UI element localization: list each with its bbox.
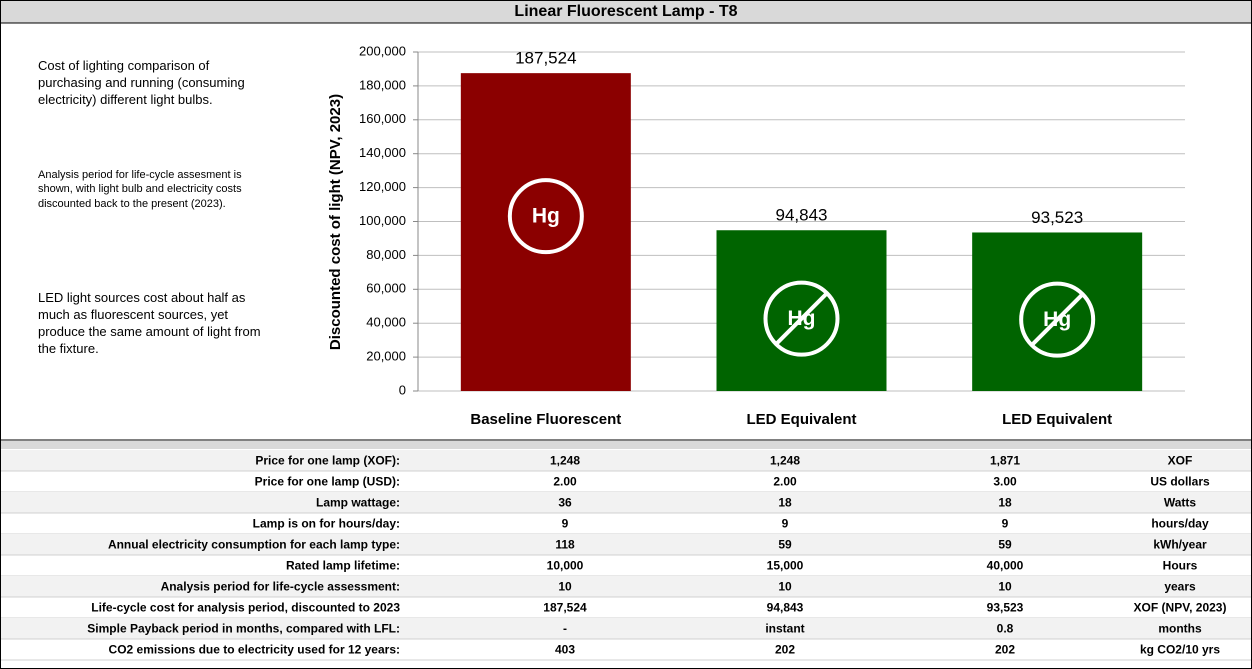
cell-value: 15,000	[767, 559, 804, 573]
value-label: 187,524	[515, 49, 576, 68]
hg-cross	[775, 292, 828, 346]
value-label: 93,523	[1031, 208, 1083, 227]
row-unit: months	[1158, 622, 1202, 636]
hg-icon	[763, 280, 840, 357]
cell-value: 9	[1002, 517, 1009, 531]
page-title: Linear Fluorescent Lamp - T8	[514, 3, 737, 20]
row-label: Simple Payback period in months, compare…	[87, 622, 400, 636]
cell-value: 9	[782, 517, 789, 531]
bar	[460, 73, 631, 391]
row-label: Price for one lamp (USD):	[255, 475, 400, 489]
row-unit: Watts	[1164, 496, 1197, 510]
cell-value: 10	[778, 580, 792, 594]
row-label: Price for one lamp (XOF):	[255, 454, 400, 468]
y-tick-label: 40,000	[366, 315, 406, 330]
hg-icon	[507, 178, 584, 255]
y-tick-label: 0	[399, 382, 406, 397]
cell-value: instant	[765, 622, 804, 636]
cell-value: 202	[995, 643, 1015, 657]
cell-value: 2.00	[553, 475, 577, 489]
table-header-band	[1, 441, 1251, 449]
cell-value: 10	[558, 580, 572, 594]
row-unit: kg CO2/10 yrs	[1140, 643, 1220, 657]
row-unit: kWh/year	[1153, 538, 1207, 552]
cell-value: 403	[555, 643, 575, 657]
hg-cross	[1030, 293, 1084, 347]
y-tick-label: 100,000	[359, 213, 406, 228]
cell-value: 2.00	[773, 475, 797, 489]
description: Cost of lighting comparison of purchasin…	[38, 58, 245, 107]
y-tick-label: 160,000	[359, 111, 406, 126]
cell-value: 1,248	[770, 454, 800, 468]
y-tick-label: 120,000	[359, 179, 406, 194]
row-unit: US dollars	[1150, 475, 1210, 489]
cell-value: 118	[555, 538, 575, 552]
cell-value: -	[563, 622, 567, 636]
cell-value: 0.8	[997, 622, 1014, 636]
bar	[716, 230, 887, 391]
cell-value: 3.00	[993, 475, 1017, 489]
cell-value: 1,871	[990, 454, 1020, 468]
hg-label: Hg	[532, 205, 560, 228]
row-unit: years	[1164, 580, 1196, 594]
table-row-band	[1, 576, 1251, 597]
row-label: Annual electricity consumption for each …	[108, 538, 400, 552]
y-tick-label: 60,000	[366, 281, 406, 296]
description: LED light sources cost about half as muc…	[38, 290, 261, 356]
row-unit: XOF (NPV, 2023)	[1134, 601, 1227, 615]
cell-value: 40,000	[987, 559, 1024, 573]
row-label: CO2 emissions due to electricity used fo…	[109, 643, 400, 657]
table-row-band	[1, 534, 1251, 555]
y-tick-label: 200,000	[359, 43, 406, 58]
cell-value: 18	[998, 496, 1012, 510]
table-row-band	[1, 450, 1251, 471]
title-bar	[1, 1, 1251, 23]
row-label: Lamp wattage:	[316, 496, 400, 510]
row-label: Life-cycle cost for analysis period, dis…	[91, 601, 400, 615]
cell-value: 36	[558, 496, 572, 510]
description: Analysis period for life-cycle assesment…	[38, 169, 242, 210]
table-row-band	[1, 492, 1251, 513]
row-unit: XOF	[1168, 454, 1193, 468]
cell-value: 202	[775, 643, 795, 657]
row-label: Analysis period for life-cycle assessmen…	[161, 580, 400, 594]
cell-value: 59	[998, 538, 1012, 552]
cell-value: 9	[562, 517, 569, 531]
cell-value: 94,843	[767, 601, 804, 615]
x-tick-label: Baseline Fluorescent	[470, 411, 621, 428]
row-label: Rated lamp lifetime:	[286, 559, 400, 573]
cell-value: 93,523	[987, 601, 1024, 615]
cell-value: 18	[778, 496, 792, 510]
y-tick-label: 20,000	[366, 349, 406, 364]
bar	[972, 232, 1143, 391]
row-label: Lamp is on for hours/day:	[253, 517, 400, 531]
y-axis-title: Discounted cost of light (NPV, 2023)	[327, 94, 344, 350]
cell-value: 187,524	[543, 601, 587, 615]
row-unit: hours/day	[1151, 517, 1209, 531]
x-tick-label: LED Equivalent	[746, 411, 856, 428]
table-row-band	[1, 618, 1251, 639]
y-tick-label: 80,000	[366, 247, 406, 262]
y-tick-label: 140,000	[359, 145, 406, 160]
cell-value: 59	[778, 538, 792, 552]
cell-value: 1,248	[550, 454, 580, 468]
row-unit: Hours	[1163, 559, 1198, 573]
cell-value: 10,000	[547, 559, 584, 573]
y-tick-label: 180,000	[359, 77, 406, 92]
cell-value: 10	[998, 580, 1012, 594]
hg-icon	[1019, 281, 1096, 358]
x-tick-label: LED Equivalent	[1002, 411, 1112, 428]
value-label: 94,843	[776, 206, 828, 225]
